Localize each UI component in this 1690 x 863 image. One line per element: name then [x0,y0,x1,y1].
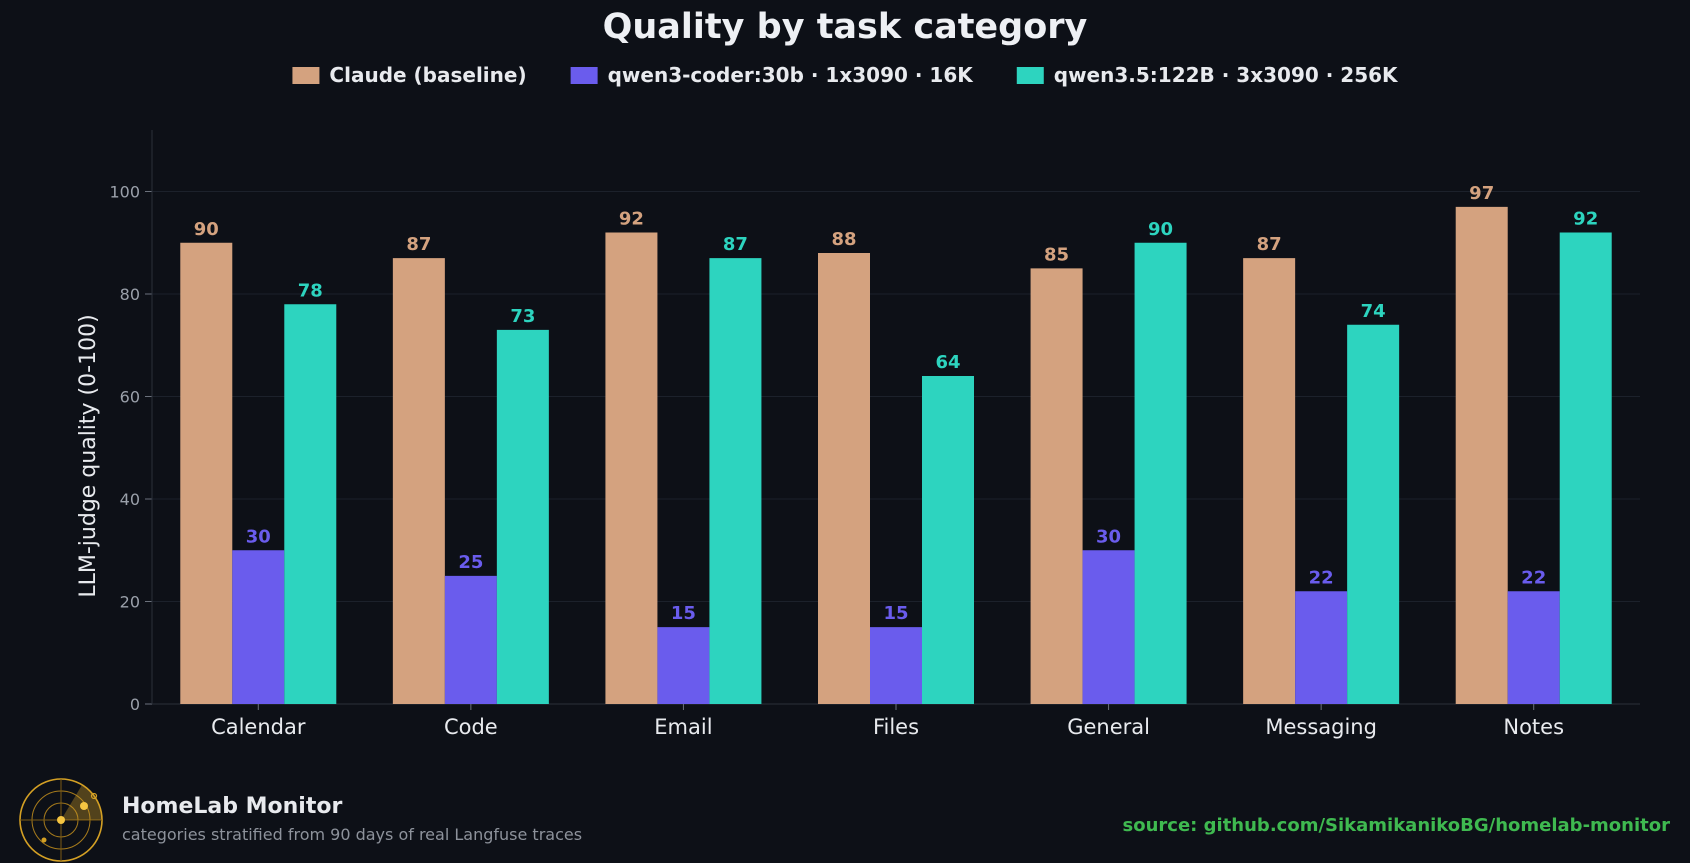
data-label: 22 [1521,567,1546,588]
y-tick-label: 20 [120,593,140,612]
bar-messaging-series-0 [1243,258,1296,704]
data-label: 15 [671,603,696,624]
bar-calendar-series-0 [180,242,233,704]
bar-notes-series-2 [1559,232,1612,704]
legend-item-0: Claude (baseline) [292,63,527,87]
y-axis-label: LLM-judge quality (0-100) [76,314,101,597]
bar-calendar-series-1 [232,550,285,704]
bar-email-series-0 [605,232,658,704]
data-label: 97 [1469,183,1494,204]
bar-messaging-series-2 [1347,324,1400,704]
bar-files-series-0 [818,253,870,704]
legend-swatch [1016,67,1044,84]
data-label: 30 [1096,526,1121,547]
data-label: 87 [1257,234,1282,255]
data-label: 74 [1361,301,1386,322]
x-tick-label: Code [444,715,498,739]
data-label: 22 [1309,567,1334,588]
data-label: 87 [723,234,748,255]
data-label: 30 [246,526,271,547]
bar-messaging-series-1 [1295,591,1348,704]
y-tick-label: 60 [120,388,140,407]
x-tick-label: General [1067,715,1150,739]
legend-item-2: qwen3.5:122B · 3x3090 · 256K [1016,63,1399,87]
brand-name: HomeLab Monitor [122,794,343,819]
data-label: 78 [298,280,323,301]
source-link[interactable]: source: github.com/SikamikanikoBG/homela… [1122,815,1670,836]
y-tick-label: 100 [109,183,140,202]
bar-general-series-0 [1030,268,1083,704]
x-tick-label: Messaging [1265,715,1377,739]
data-label: 87 [406,234,431,255]
data-label: 90 [1148,219,1173,240]
bar-email-series-2 [709,258,762,704]
bar-email-series-1 [657,627,710,704]
gridlines [152,191,1640,602]
data-label: 64 [935,352,960,373]
bar-general-series-2 [1134,242,1187,704]
bar-code-series-2 [496,329,549,704]
legend-label: qwen3-coder:30b · 1x3090 · 16K [608,63,975,87]
chart-title: Quality by task category [603,7,1088,47]
y-tick-label: 80 [120,285,140,304]
quality-chart: Quality by task category Claude (baselin… [76,7,1640,739]
data-label: 90 [194,219,219,240]
x-tick-label: Email [654,715,712,739]
bar-code-series-1 [444,575,497,704]
bar-calendar-series-2 [284,304,337,704]
data-label: 85 [1044,244,1069,265]
bar-files-series-2 [922,376,974,704]
legend-label: qwen3.5:122B · 3x3090 · 256K [1054,63,1399,87]
data-label: 15 [883,603,908,624]
legend-label: Claude (baseline) [329,63,526,87]
legend-swatch [292,67,320,84]
x-tick-label: Files [873,715,919,739]
bar-files-series-1 [870,627,922,704]
y-tick-label: 0 [130,695,140,714]
bar-notes-series-0 [1455,206,1508,704]
footer-subtitle: categories stratified from 90 days of re… [122,825,583,844]
bars [180,206,1612,704]
data-label: 92 [1573,209,1598,230]
legend: Claude (baseline) qwen3-coder:30b · 1x309… [292,63,1399,87]
x-tick-label: Calendar [211,715,306,739]
data-label: 88 [831,229,856,250]
data-labels: 90 30 78 87 25 73 92 15 87 88 15 64 85 30 90 87 22 74 97 22… [194,183,1598,624]
axes: 0 20 40 60 80 100 Calendar Code Email Files Genera… [109,130,1640,739]
data-label: 92 [619,209,644,230]
radar-logo-icon [19,778,103,862]
bar-code-series-0 [392,258,445,704]
legend-item-1: qwen3-coder:30b · 1x3090 · 16K [570,63,975,87]
data-label: 73 [510,306,535,327]
y-tick-label: 40 [120,490,140,509]
data-label: 25 [458,552,483,573]
legend-swatch [570,67,598,84]
bar-notes-series-1 [1507,591,1560,704]
footer: HomeLab Monitor categories stratified fr… [0,770,1690,862]
bar-general-series-1 [1082,550,1135,704]
x-tick-label: Notes [1503,715,1564,739]
